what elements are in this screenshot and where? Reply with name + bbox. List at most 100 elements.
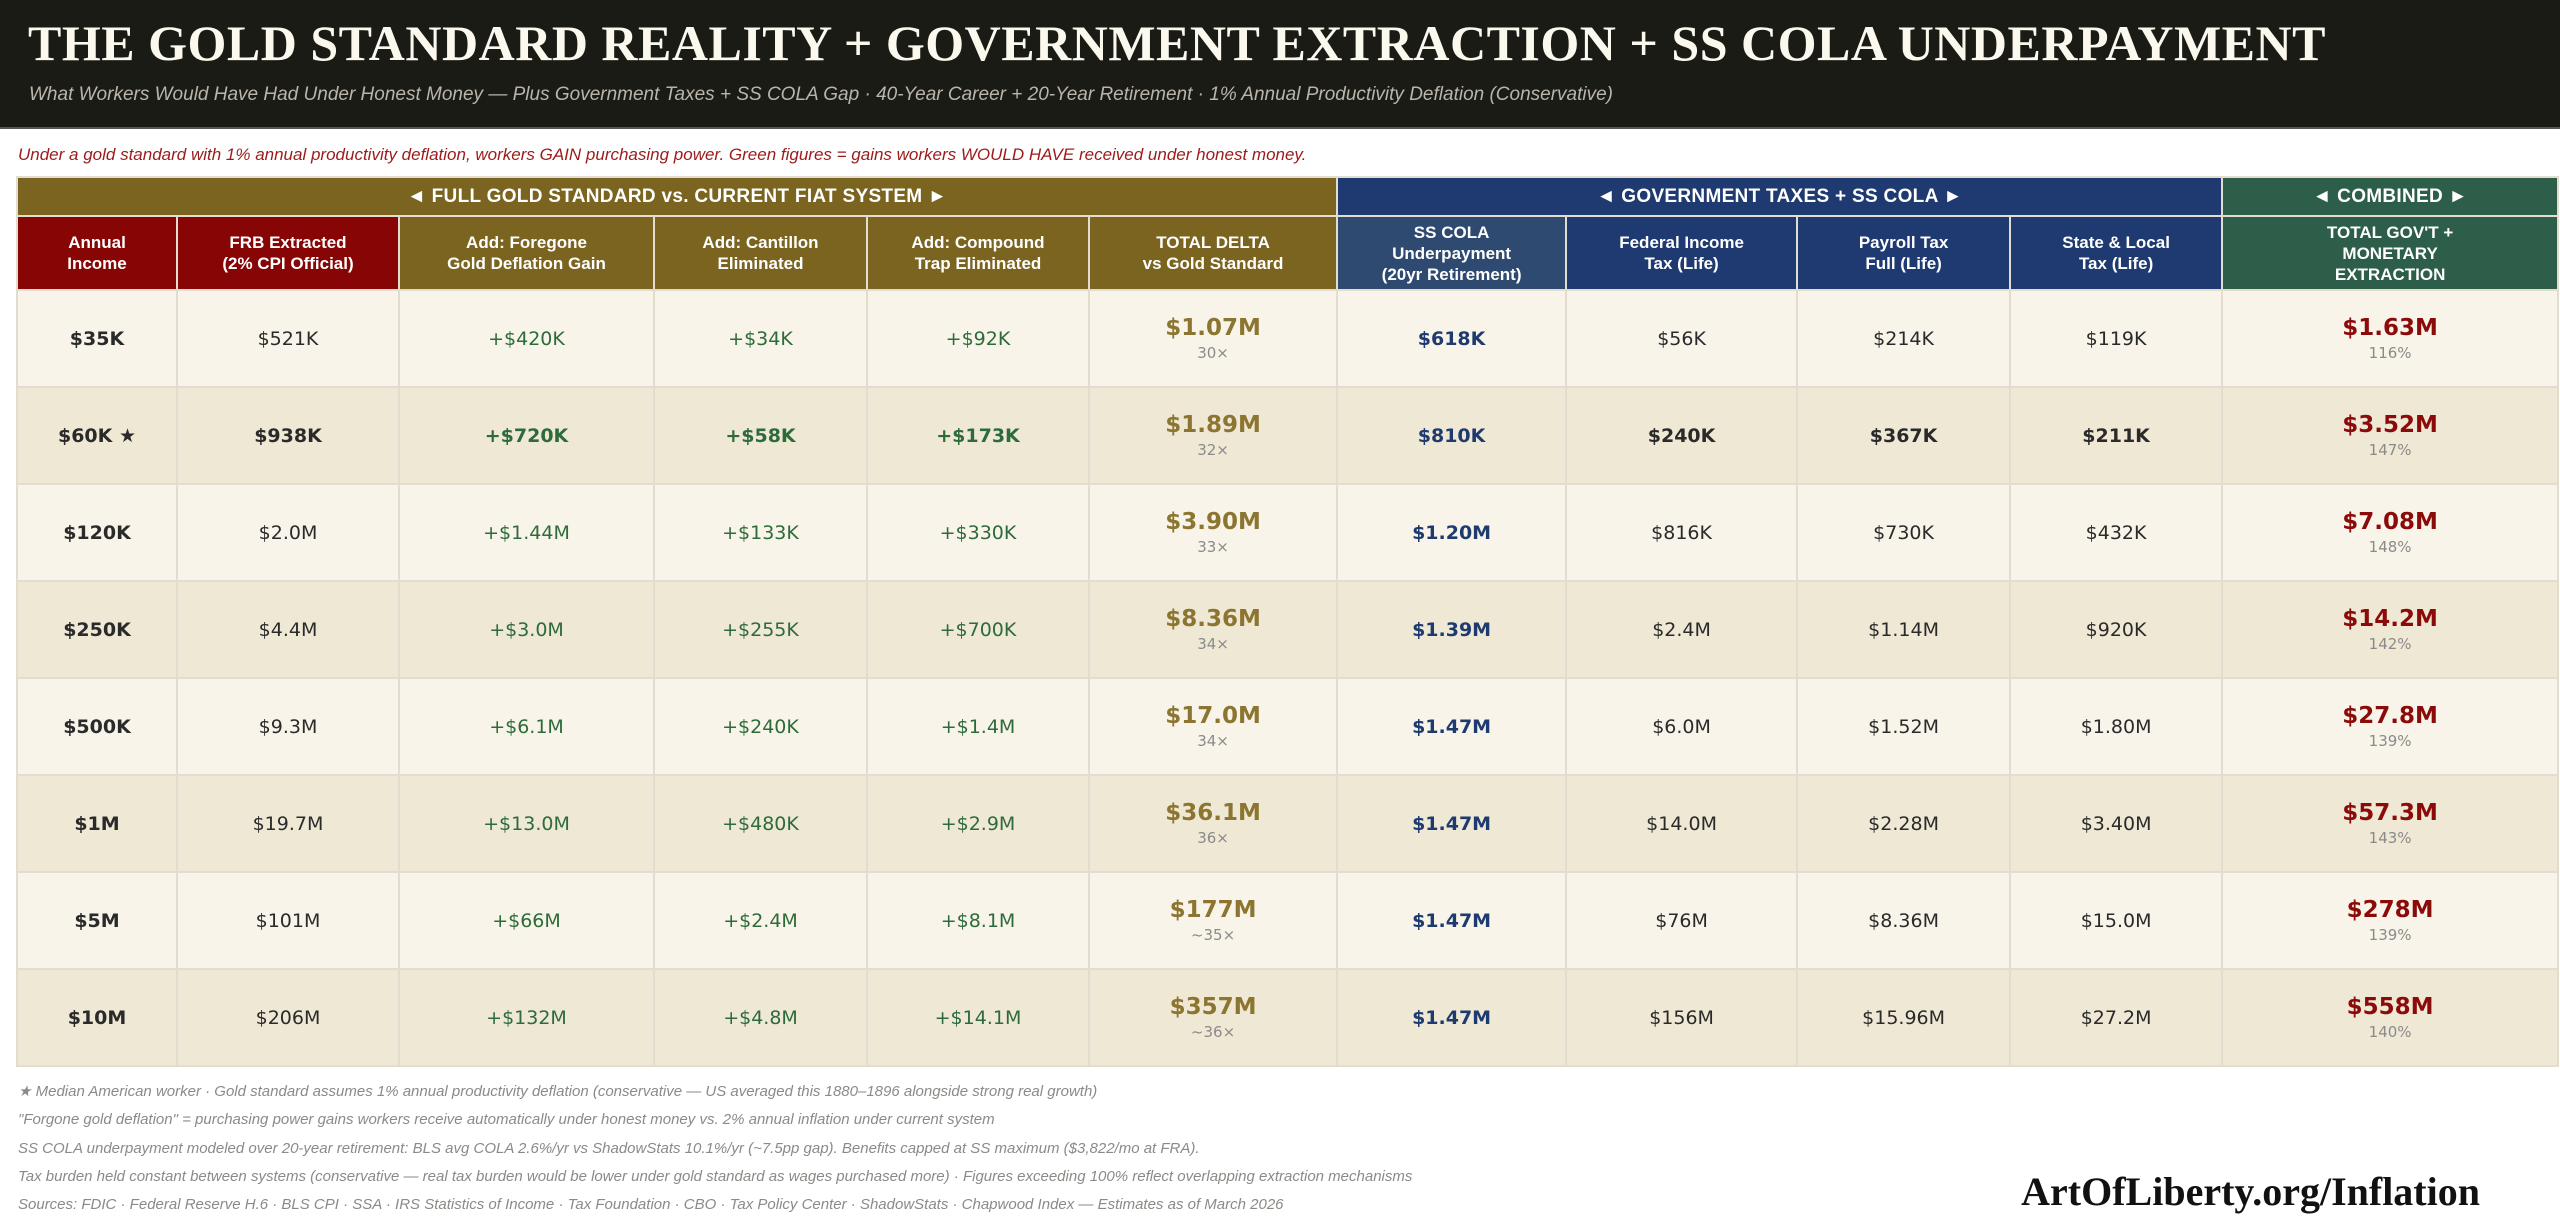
compound-cell: +$14.1M: [866, 968, 1090, 1067]
total-delta-cell-value: $8.36M: [1165, 606, 1261, 632]
total-delta-cell-ratio: ~35×: [1190, 926, 1236, 944]
group-header-combined: ◄ COMBINED ►: [2221, 176, 2560, 217]
cantillon-cell: +$255K: [653, 580, 868, 679]
compound-cell: +$173K: [866, 386, 1090, 485]
income-cell: $250K: [16, 580, 178, 679]
col-header-cantillon: Add: Cantillon Eliminated: [653, 215, 868, 291]
foregone-cell: +$1.44M: [398, 483, 655, 582]
state-tax-cell: $1.80M: [2009, 677, 2224, 776]
federal-tax-cell: $76M: [1565, 871, 1799, 970]
federal-tax-cell: $56K: [1565, 289, 1799, 388]
table-row: $500K $9.3M +$6.1M +$240K +$1.4M $17.0M 34× $1.…: [16, 677, 2560, 776]
income-cell: $1M: [16, 774, 178, 873]
total-delta-cell: $177M ~35×: [1087, 871, 1339, 970]
footnotes: ★ Median American worker · Gold standard…: [18, 1078, 1412, 1219]
ss-cola-cell: $1.47M: [1336, 968, 1568, 1067]
federal-tax-cell: $240K: [1565, 386, 1799, 485]
col-header-total-extraction: TOTAL GOV'T + MONETARY EXTRACTION: [2221, 215, 2560, 291]
state-tax-cell: $432K: [2009, 483, 2224, 582]
federal-tax-cell: $6.0M: [1565, 677, 1799, 776]
total-delta-cell-ratio: ~36×: [1190, 1023, 1236, 1041]
federal-tax-cell: $14.0M: [1565, 774, 1799, 873]
table-row: $35K $521K +$420K +$34K +$92K $1.07M 30× $618K $…: [16, 289, 2560, 388]
cantillon-cell: +$480K: [653, 774, 868, 873]
total-delta-cell: $36.1M 36×: [1087, 774, 1339, 873]
total-extraction-cell: $1.63M 116%: [2221, 289, 2560, 388]
total-extraction-cell: $278M 139%: [2221, 871, 2560, 970]
cantillon-cell: +$240K: [653, 677, 868, 776]
comparison-table: ◄ FULL GOLD STANDARD vs. CURRENT FIAT SY…: [15, 176, 2560, 1067]
total-delta-cell-value: $3.90M: [1165, 509, 1261, 535]
compound-cell: +$700K: [866, 580, 1090, 679]
income-cell: $60K ★: [16, 386, 178, 485]
state-tax-cell: $27.2M: [2009, 968, 2224, 1067]
footnote: "Forgone gold deflation" = purchasing po…: [18, 1111, 995, 1129]
income-cell: $500K: [16, 677, 178, 776]
intro-note: Under a gold standard with 1% annual pro…: [18, 145, 1307, 164]
frb-cell: $9.3M: [176, 677, 400, 776]
col-header-ss-cola: SS COLA Underpayment (20yr Retirement): [1336, 215, 1568, 291]
site-logo[interactable]: ArtOfLiberty.org/Inflation: [2021, 1169, 2480, 1214]
total-delta-cell-value: $357M: [1169, 994, 1257, 1020]
foregone-cell: +$13.0M: [398, 774, 655, 873]
table-row: $1M $19.7M +$13.0M +$480K +$2.9M $36.1M 36× $1.…: [16, 774, 2560, 873]
total-delta-cell: $1.89M 32×: [1087, 386, 1339, 485]
cantillon-cell: +$4.8M: [653, 968, 868, 1067]
ss-cola-cell: $618K: [1336, 289, 1568, 388]
ss-cola-cell: $1.47M: [1336, 774, 1568, 873]
total-extraction-cell: $7.08M 148%: [2221, 483, 2560, 582]
total-delta-cell-value: $36.1M: [1165, 800, 1261, 826]
compound-cell: +$1.4M: [866, 677, 1090, 776]
total-delta-cell: $17.0M 34×: [1087, 677, 1339, 776]
income-cell: $120K: [16, 483, 178, 582]
foregone-cell: +$720K: [398, 386, 655, 485]
income-cell: $35K: [16, 289, 178, 388]
federal-tax-cell: $156M: [1565, 968, 1799, 1067]
footnote: ★ Median American worker · Gold standard…: [18, 1083, 1098, 1100]
total-delta-cell-ratio: 34×: [1197, 635, 1229, 653]
cantillon-cell: +$58K: [653, 386, 868, 485]
federal-tax-cell: $2.4M: [1565, 580, 1799, 679]
cantillon-cell: +$34K: [653, 289, 868, 388]
compound-cell: +$92K: [866, 289, 1090, 388]
total-delta-cell-ratio: 33×: [1197, 538, 1229, 556]
compound-cell: +$330K: [866, 483, 1090, 582]
col-header-compound: Add: Compound Trap Eliminated: [866, 215, 1090, 291]
payroll-tax-cell: $214K: [1796, 289, 2012, 388]
total-extraction-cell-value: $278M: [2346, 897, 2434, 923]
col-header-total-delta: TOTAL DELTA vs Gold Standard: [1087, 215, 1339, 291]
frb-cell: $938K: [176, 386, 400, 485]
total-delta-cell-ratio: 30×: [1197, 344, 1229, 362]
total-delta-cell-value: $1.07M: [1165, 315, 1261, 341]
foregone-cell: +$3.0M: [398, 580, 655, 679]
foregone-cell: +$420K: [398, 289, 655, 388]
payroll-tax-cell: $367K: [1796, 386, 2012, 485]
total-delta-cell-ratio: 34×: [1197, 732, 1229, 750]
ss-cola-cell: $1.47M: [1336, 677, 1568, 776]
total-delta-cell: $8.36M 34×: [1087, 580, 1339, 679]
state-tax-cell: $15.0M: [2009, 871, 2224, 970]
total-extraction-cell-ratio: 147%: [2368, 441, 2412, 459]
payroll-tax-cell: $15.96M: [1796, 968, 2012, 1067]
foregone-cell: +$6.1M: [398, 677, 655, 776]
footnote: SS COLA underpayment modeled over 20-yea…: [18, 1139, 1200, 1157]
total-extraction-cell: $57.3M 143%: [2221, 774, 2560, 873]
total-delta-cell-ratio: 32×: [1197, 441, 1229, 459]
frb-cell: $101M: [176, 871, 400, 970]
header-banner: THE GOLD STANDARD REALITY + GOVERNMENT E…: [0, 0, 2560, 129]
foregone-cell: +$132M: [398, 968, 655, 1067]
frb-cell: $206M: [176, 968, 400, 1067]
payroll-tax-cell: $2.28M: [1796, 774, 2012, 873]
ss-cola-cell: $1.39M: [1336, 580, 1568, 679]
total-delta-cell-ratio: 36×: [1197, 829, 1229, 847]
total-extraction-cell-value: $558M: [2346, 994, 2434, 1020]
state-tax-cell: $211K: [2009, 386, 2224, 485]
payroll-tax-cell: $1.14M: [1796, 580, 2012, 679]
income-cell: $5M: [16, 871, 178, 970]
cantillon-cell: +$2.4M: [653, 871, 868, 970]
col-header-state-tax: State & Local Tax (Life): [2009, 215, 2224, 291]
total-extraction-cell: $14.2M 142%: [2221, 580, 2560, 679]
payroll-tax-cell: $1.52M: [1796, 677, 2012, 776]
frb-cell: $4.4M: [176, 580, 400, 679]
col-header-federal-tax: Federal Income Tax (Life): [1565, 215, 1799, 291]
